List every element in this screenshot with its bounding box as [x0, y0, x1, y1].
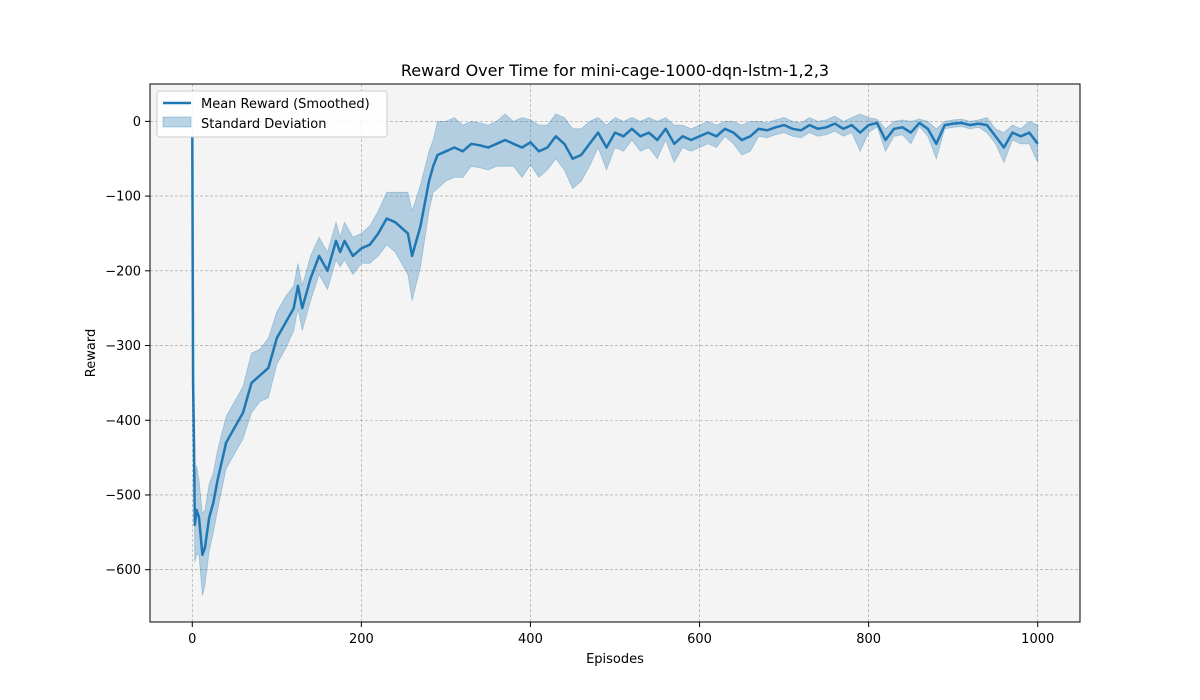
y-axis-label: Reward [84, 329, 99, 377]
grid [150, 84, 1080, 622]
x-axis: 0 200 400 600 800 1000 [188, 622, 1054, 647]
y-tick-label: −400 [105, 414, 141, 429]
legend-std-label: Standard Deviation [201, 117, 326, 132]
plot-frame [149, 83, 1081, 623]
chart-title: Reward Over Time for mini-cage-1000-dqn-… [401, 61, 829, 80]
y-axis: 0 −100 −200 −300 −400 −500 −600 [105, 115, 150, 578]
y-tick-label: −600 [105, 563, 141, 578]
legend-mean-label: Mean Reward (Smoothed) [201, 97, 370, 112]
plot-area [150, 84, 1080, 622]
mean-reward-line [191, 121, 1039, 557]
x-tick-label: 600 [687, 632, 712, 647]
std-deviation-band [191, 113, 1039, 596]
x-tick-label: 0 [188, 632, 196, 647]
x-tick-label: 800 [856, 632, 881, 647]
x-tick-label: 200 [349, 632, 374, 647]
legend-std-swatch [162, 116, 192, 128]
x-axis-label: Episodes [586, 652, 644, 667]
legend-box [156, 90, 388, 138]
x-tick-label: 1000 [1021, 632, 1054, 647]
legend: Mean Reward (Smoothed) Standard Deviatio… [156, 90, 388, 138]
y-tick-label: −500 [105, 488, 141, 503]
y-tick-label: −100 [105, 190, 141, 205]
y-tick-label: 0 [133, 115, 141, 130]
x-tick-label: 400 [518, 632, 543, 647]
y-tick-label: −300 [105, 339, 141, 354]
y-tick-label: −200 [105, 264, 141, 279]
